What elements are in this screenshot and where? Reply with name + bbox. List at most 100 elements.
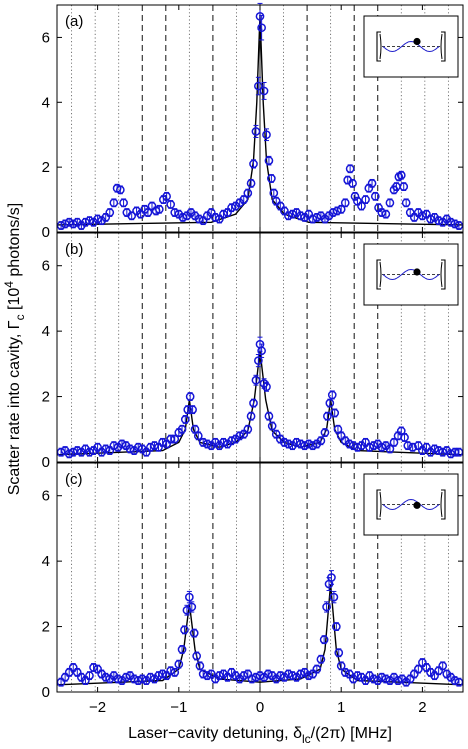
y-axis-title-sub: c (13, 314, 27, 320)
data-point (177, 424, 187, 434)
data-point (127, 211, 137, 221)
data-point (322, 602, 331, 612)
atom-dot (413, 268, 421, 276)
data-point (255, 12, 265, 21)
data-point (166, 200, 176, 209)
data-point (105, 208, 115, 217)
data-point (396, 170, 406, 180)
data-point (188, 405, 197, 415)
data-point (254, 81, 263, 91)
data-point (413, 664, 423, 674)
y-tick-label: 4 (42, 553, 50, 570)
data-point (192, 651, 202, 661)
data-point (320, 428, 330, 437)
data-point (246, 411, 256, 421)
left-mirror-curve (379, 33, 382, 60)
left-mirror (376, 489, 381, 520)
y-axis-title-end: photons/s] (6, 203, 23, 281)
data-point (400, 433, 409, 442)
data-point (249, 398, 258, 408)
data-point (316, 654, 326, 664)
inset-frame (363, 15, 459, 78)
data-point (85, 671, 94, 680)
data-point (170, 434, 180, 444)
data-point (385, 444, 395, 454)
right-mirror (441, 31, 446, 62)
data-point (109, 198, 119, 208)
data-point (262, 130, 271, 140)
x-axis-title-main: Laser−cavity detuning, δ (128, 725, 302, 742)
data-point (154, 204, 164, 214)
data-point (325, 398, 335, 408)
data-point (396, 426, 406, 436)
data-point (389, 438, 399, 447)
data-point (251, 375, 261, 385)
data-point (251, 127, 261, 136)
atom-dot (413, 37, 421, 46)
data-point (170, 668, 180, 677)
y-tick-label: 4 (42, 323, 50, 340)
data-point (327, 573, 336, 582)
left-mirror (376, 259, 381, 290)
cavity-inset (363, 243, 459, 306)
y-axis-title-main: Scatter rate into cavity, Γ (6, 320, 23, 495)
data-point (254, 356, 263, 365)
data-point (257, 23, 266, 33)
data-point (267, 174, 276, 183)
y-axis-title: Scatter rate into cavity, Γc [104 photon… (2, 203, 27, 495)
y-tick-label: 0 (42, 224, 50, 241)
data-point (243, 188, 253, 198)
x-axis-title-tail: /(2π) [MHz] (311, 725, 392, 742)
data-point (183, 405, 193, 415)
standing-wave (382, 498, 440, 511)
data-point (190, 424, 200, 434)
right-mirror-curve (440, 33, 443, 60)
data-point (264, 411, 274, 421)
y-tick-label: 0 (42, 684, 50, 701)
data-point (357, 201, 366, 211)
inset-frame (363, 243, 459, 306)
data-point (336, 204, 346, 214)
data-point (177, 645, 187, 654)
data-point (269, 188, 279, 198)
panel-label: (c) (65, 471, 83, 488)
data-point (185, 392, 195, 401)
data-point (330, 408, 340, 418)
data-point (331, 622, 341, 631)
data-point (187, 602, 197, 612)
data-point (249, 159, 258, 169)
y-axis-title-tail: [10 (6, 288, 23, 315)
data-point (350, 191, 360, 201)
data-point (316, 436, 326, 446)
right-mirror (441, 489, 446, 520)
x-tick-label: 0 (256, 699, 264, 716)
data-point (401, 198, 411, 208)
x-axis-title-sub: lc (302, 732, 311, 746)
data-point (162, 191, 171, 201)
data-point (334, 648, 344, 658)
panel-label: (b) (65, 241, 83, 258)
data-point (345, 164, 355, 174)
data-point (399, 182, 409, 191)
data-point (348, 179, 357, 188)
y-tick-label: 2 (42, 389, 50, 406)
data-point (403, 441, 413, 450)
data-point (367, 179, 377, 188)
x-axis-title: Laser−cavity detuning, δlc/(2π) [MHz] (128, 725, 392, 746)
panel-label: (a) (65, 13, 83, 30)
data-point (246, 179, 256, 188)
standing-wave (382, 40, 440, 53)
x-tick-label: −1 (170, 699, 187, 716)
data-point (312, 664, 322, 674)
data-point (329, 592, 339, 602)
panel-b: 0 2 4 6 (b) (42, 232, 464, 471)
x-tick-label: 2 (418, 699, 426, 716)
data-point (180, 625, 189, 635)
data-point (189, 628, 199, 638)
left-mirror (376, 31, 381, 62)
data-point (262, 382, 271, 392)
x-tick-label: 1 (337, 699, 345, 716)
data-point (408, 442, 418, 452)
data-point (267, 421, 277, 431)
data-point (259, 86, 269, 96)
